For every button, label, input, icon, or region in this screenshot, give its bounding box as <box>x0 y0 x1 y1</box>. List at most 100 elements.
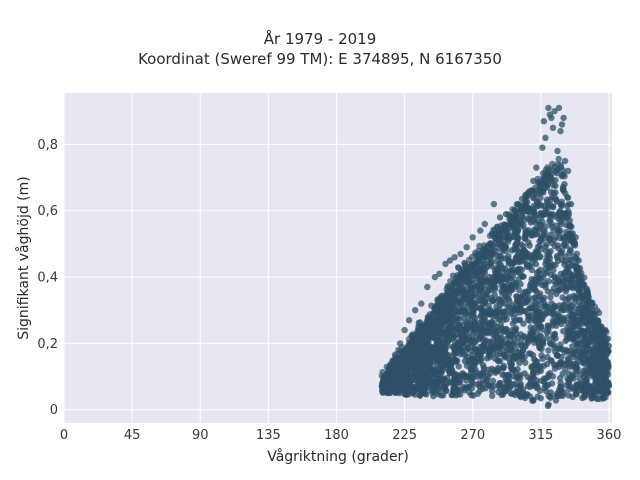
data-point <box>559 370 566 377</box>
data-point <box>497 380 504 387</box>
data-point <box>566 383 574 390</box>
data-point <box>482 275 489 283</box>
x-tick-label: 270 <box>460 428 485 443</box>
data-point <box>585 322 592 330</box>
data-point <box>494 308 501 315</box>
data-point <box>508 281 515 289</box>
x-tick-label: 135 <box>256 428 281 443</box>
data-point <box>451 380 459 387</box>
data-point <box>562 288 569 295</box>
data-point <box>528 232 535 239</box>
data-point <box>522 229 529 236</box>
data-point <box>552 189 559 196</box>
data-point <box>585 337 592 344</box>
data-point <box>455 264 462 271</box>
y-tick-label: 0,4 <box>37 271 58 286</box>
data-point <box>427 378 434 385</box>
data-point <box>434 329 441 337</box>
data-point <box>435 340 442 347</box>
data-point <box>480 364 488 371</box>
data-point <box>512 355 519 362</box>
data-point <box>564 360 571 367</box>
data-point <box>550 227 557 234</box>
data-point <box>549 203 557 210</box>
data-point <box>576 376 584 383</box>
data-point <box>570 292 578 299</box>
data-point <box>480 245 488 252</box>
data-point <box>490 326 498 334</box>
data-point <box>469 323 476 330</box>
data-point <box>526 255 534 262</box>
data-point <box>520 246 528 254</box>
data-point <box>580 337 588 344</box>
data-point <box>502 243 509 251</box>
data-point <box>434 371 442 378</box>
data-point <box>472 286 479 293</box>
data-point <box>444 330 452 337</box>
data-point <box>539 337 546 345</box>
data-point <box>456 344 464 351</box>
data-point <box>548 239 556 247</box>
data-point <box>518 336 525 344</box>
data-point <box>416 392 424 399</box>
data-point <box>556 229 563 236</box>
data-point <box>514 296 521 304</box>
data-point <box>557 383 564 390</box>
data-point <box>415 362 422 369</box>
data-point <box>575 257 582 264</box>
data-point <box>590 331 597 338</box>
data-point <box>556 392 563 400</box>
data-point <box>464 345 472 352</box>
data-point <box>514 200 522 208</box>
data-point <box>453 277 461 284</box>
data-point <box>460 383 467 391</box>
data-point <box>545 371 552 378</box>
data-point <box>496 214 504 221</box>
data-point <box>480 343 487 350</box>
data-point <box>557 127 564 135</box>
data-point <box>527 378 534 386</box>
data-point <box>464 265 471 272</box>
data-point <box>396 363 403 370</box>
data-point <box>491 355 499 362</box>
data-point <box>414 340 421 347</box>
data-point <box>454 323 461 330</box>
data-point <box>544 322 551 329</box>
data-point <box>512 310 519 318</box>
data-point <box>431 273 439 281</box>
data-point <box>548 300 555 307</box>
data-point <box>550 285 558 292</box>
data-point <box>584 290 591 297</box>
data-point <box>580 388 587 395</box>
data-point <box>482 336 489 344</box>
data-point <box>511 269 518 276</box>
data-point <box>498 339 505 346</box>
data-point <box>558 250 565 257</box>
data-point <box>495 271 503 278</box>
data-point <box>463 377 470 384</box>
data-point <box>516 265 523 273</box>
data-point <box>575 270 582 277</box>
data-point <box>558 121 566 128</box>
data-point <box>539 144 546 151</box>
data-point <box>499 371 506 378</box>
data-point <box>580 280 587 287</box>
data-point <box>459 334 466 341</box>
data-point <box>502 210 510 218</box>
data-point <box>572 390 580 397</box>
data-point <box>574 323 582 330</box>
data-point <box>551 108 558 115</box>
data-point <box>417 373 424 380</box>
data-point <box>534 225 541 232</box>
data-point <box>432 303 439 311</box>
data-point <box>559 274 566 281</box>
data-point <box>471 346 479 353</box>
data-point <box>546 259 553 266</box>
data-point <box>503 347 510 354</box>
data-point <box>581 309 588 316</box>
data-point <box>514 228 521 236</box>
data-point <box>425 317 432 324</box>
y-tick-label: 0,8 <box>37 138 58 153</box>
data-point <box>518 241 525 248</box>
